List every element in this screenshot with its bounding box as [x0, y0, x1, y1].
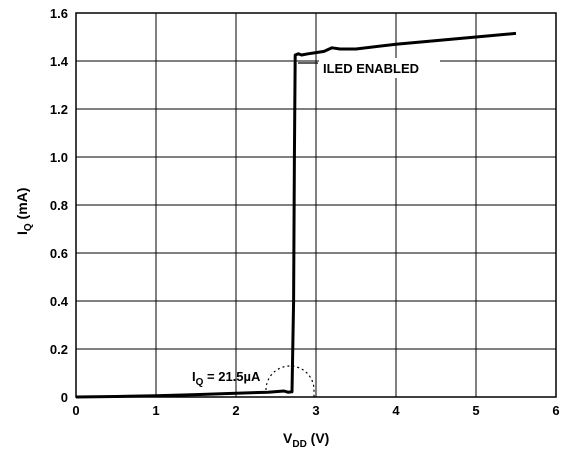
y-tick-label: 1.6 — [50, 6, 68, 21]
iq-vs-vdd-series-line — [75, 31, 517, 399]
x-tick-label: 1 — [152, 403, 159, 418]
x-tick-labels: 0 1 2 3 4 5 6 — [72, 403, 559, 418]
x-label-unit: (V) — [307, 430, 330, 446]
grid-lines — [75, 12, 557, 398]
x-tick-label: 3 — [312, 403, 319, 418]
iq-annot-rest: = 21.5µA — [203, 369, 261, 384]
annotation-background — [319, 58, 440, 78]
y-tick-label: 0.8 — [50, 198, 68, 213]
plot-frame — [75, 12, 557, 398]
iled-enabled-annotation: ILED ENABLED — [323, 61, 419, 76]
x-tick-label: 2 — [232, 403, 239, 418]
iq-annot-main: I — [192, 369, 196, 384]
y-label-main: I — [14, 231, 30, 235]
x-tick-label: 6 — [552, 403, 559, 418]
y-tick-label: 0 — [61, 390, 68, 405]
y-tick-label: 1.0 — [50, 150, 68, 165]
y-tick-label: 1.4 — [50, 54, 69, 69]
iq-annot-sub: Q — [196, 377, 204, 388]
iq-marker-arc — [265, 365, 315, 397]
x-tick-label: 5 — [472, 403, 479, 418]
y-tick-label: 0.6 — [50, 246, 68, 261]
y-tick-label: 0.2 — [50, 342, 68, 357]
x-label-sub: DD — [292, 439, 306, 450]
y-tick-label: 0.4 — [50, 294, 69, 309]
iq-value-annotation: IQ = 21.5µA — [192, 369, 261, 388]
y-label-unit: (mA) — [14, 188, 30, 224]
y-tick-labels: 0 0.2 0.4 0.6 0.8 1.0 1.2 1.4 1.6 — [50, 6, 69, 405]
x-tick-label: 0 — [72, 403, 79, 418]
x-label-main: V — [283, 430, 293, 446]
x-tick-label: 4 — [392, 403, 400, 418]
y-axis-label: IQ (mA) — [14, 188, 34, 235]
y-tick-label: 1.2 — [50, 102, 68, 117]
x-axis-label: VDD (V) — [283, 430, 329, 450]
y-label-sub: Q — [23, 223, 34, 231]
